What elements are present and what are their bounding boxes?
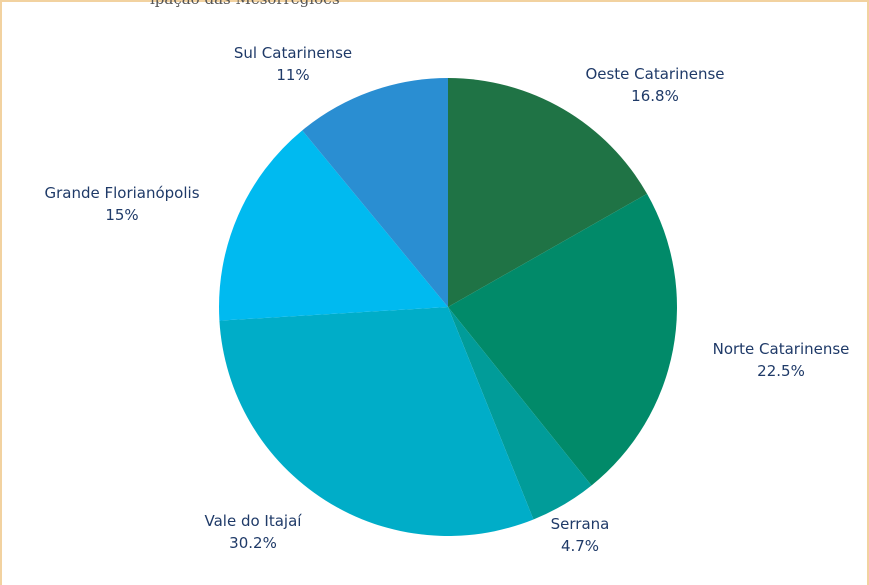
slice-value-norte-catarinense: 22.5% [757, 362, 805, 380]
pie-slice-serrana [448, 307, 592, 520]
slice-label-grande-florianopolis: Grande Florianópolis [44, 184, 199, 202]
slice-label-oeste-catarinense: Oeste Catarinense [585, 65, 724, 83]
pie-slice-vale-do-itajai [219, 307, 534, 536]
slice-value-serrana: 4.7% [561, 537, 599, 555]
slice-label-serrana: Serrana [551, 515, 610, 533]
slice-value-grande-florianopolis: 15% [105, 206, 138, 224]
pie-slices [219, 78, 677, 536]
slice-value-vale-do-itajai: 30.2% [229, 534, 277, 552]
slice-label-vale-do-itajai: Vale do Itajaí [205, 512, 303, 530]
pie-slice-norte-catarinense [448, 193, 677, 486]
slice-value-sul-catarinense: 11% [276, 66, 309, 84]
slice-value-oeste-catarinense: 16.8% [631, 87, 679, 105]
chart-title-partial: ipação das Mesorregiões [150, 0, 340, 8]
slice-label-norte-catarinense: Norte Catarinense [713, 340, 850, 358]
slice-label-sul-catarinense: Sul Catarinense [234, 44, 352, 62]
pie-slice-sul-catarinense [302, 78, 448, 307]
pie-slice-grande-florianopolis [219, 130, 448, 321]
pie-slice-oeste-catarinense [448, 78, 648, 307]
pie-labels: Oeste Catarinense 16.8% Norte Catarinense 2… [44, 44, 849, 555]
